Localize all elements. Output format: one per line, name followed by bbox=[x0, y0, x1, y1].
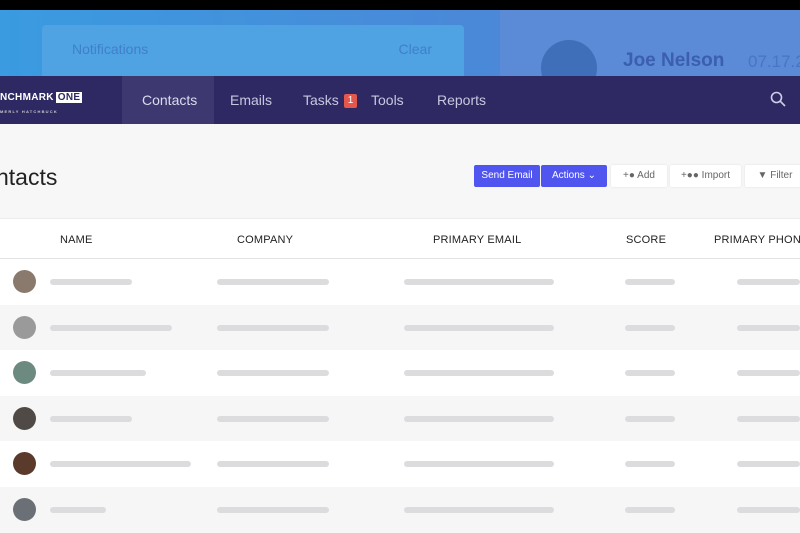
avatar bbox=[13, 315, 36, 339]
filter-icon: ▼ bbox=[757, 170, 768, 181]
table-row[interactable] bbox=[0, 304, 800, 350]
loading-placeholder-name bbox=[50, 279, 132, 285]
import-label: Import bbox=[701, 170, 731, 181]
user-date: 07.17.2 bbox=[748, 52, 800, 71]
notifications-panel: Notifications Clear bbox=[42, 25, 464, 76]
loading-placeholder-email bbox=[404, 324, 554, 331]
loading-placeholder-score bbox=[625, 370, 675, 376]
contacts-table: NAME COMPANY PRIMARY EMAIL SCORE PRIMARY… bbox=[0, 218, 800, 532]
loading-placeholder-score bbox=[625, 415, 675, 422]
avatar bbox=[13, 497, 36, 521]
loading-placeholder-company bbox=[217, 415, 329, 422]
loading-placeholder-name bbox=[50, 461, 191, 467]
logo-subtitle: MERLY HATCHBUCK bbox=[0, 109, 58, 114]
import-users-icon: +●● bbox=[680, 170, 699, 181]
loading-placeholder-name bbox=[50, 506, 106, 513]
table-row[interactable] bbox=[0, 486, 800, 532]
loading-placeholder-phone bbox=[737, 506, 800, 513]
user-name: Joe Nelson bbox=[623, 50, 725, 71]
logo[interactable]: NCHMARK ONE MERLY HATCHBUCK bbox=[0, 92, 83, 114]
loading-placeholder-phone bbox=[737, 279, 800, 285]
avatar bbox=[13, 270, 36, 293]
loading-placeholder-score bbox=[625, 279, 675, 285]
loading-placeholder-email bbox=[404, 279, 554, 285]
loading-placeholder-company bbox=[217, 506, 329, 513]
loading-placeholder-email bbox=[404, 506, 554, 513]
loading-placeholder-name bbox=[50, 370, 146, 376]
loading-placeholder-score bbox=[625, 506, 675, 513]
clear-button[interactable]: Clear bbox=[398, 41, 432, 57]
logo-badge: ONE bbox=[55, 92, 83, 103]
loading-placeholder-phone bbox=[737, 324, 800, 331]
table-row[interactable] bbox=[0, 259, 800, 305]
avatar bbox=[13, 406, 36, 430]
add-button[interactable]: +● Add bbox=[611, 165, 667, 187]
loading-placeholder-phone bbox=[737, 370, 800, 376]
import-button[interactable]: +●● Import bbox=[670, 165, 741, 187]
loading-placeholder-company bbox=[217, 279, 329, 285]
loading-placeholder-phone bbox=[737, 415, 800, 422]
nav-label: Reports bbox=[437, 92, 487, 108]
table-row[interactable] bbox=[0, 350, 800, 396]
loading-placeholder-name bbox=[50, 324, 172, 331]
top-strip bbox=[0, 0, 800, 10]
notifications-title: Notifications bbox=[72, 41, 149, 57]
loading-placeholder-score bbox=[625, 461, 675, 467]
search-icon[interactable] bbox=[770, 91, 786, 107]
filter-label: Filter bbox=[770, 170, 793, 181]
avatar bbox=[13, 452, 36, 475]
logo-text: NCHMARK bbox=[0, 92, 54, 103]
loading-placeholder-company bbox=[217, 370, 329, 376]
table-row[interactable] bbox=[0, 395, 800, 441]
column-phone[interactable]: PRIMARY PHONE bbox=[714, 234, 800, 246]
actions-label: Actions bbox=[552, 170, 585, 181]
add-label: Add bbox=[637, 170, 655, 181]
loading-placeholder-email bbox=[404, 370, 554, 376]
table-header: NAME COMPANY PRIMARY EMAIL SCORE PRIMARY… bbox=[0, 219, 800, 259]
column-company[interactable]: COMPANY bbox=[237, 234, 294, 246]
loading-placeholder-phone bbox=[737, 461, 800, 467]
table-row[interactable] bbox=[0, 441, 800, 487]
column-name[interactable]: NAME bbox=[60, 234, 93, 246]
page-title: ntacts bbox=[0, 164, 58, 190]
nav-reports[interactable]: Reports bbox=[437, 76, 486, 124]
nav-emails[interactable]: Emails bbox=[230, 76, 272, 124]
loading-placeholder-email bbox=[404, 415, 554, 422]
tasks-badge: 1 bbox=[343, 94, 358, 108]
nav-label: Tools bbox=[371, 92, 404, 108]
column-score[interactable]: SCORE bbox=[626, 234, 667, 246]
nav-contacts[interactable]: Contacts bbox=[122, 76, 214, 124]
loading-placeholder-email bbox=[404, 461, 554, 467]
actions-button[interactable]: Actions ⌄ bbox=[541, 165, 607, 187]
loading-placeholder-name bbox=[50, 415, 132, 422]
column-email[interactable]: PRIMARY EMAIL bbox=[433, 234, 522, 246]
nav-tasks[interactable]: Tasks 1 bbox=[303, 76, 358, 124]
avatar bbox=[13, 361, 36, 384]
filter-button[interactable]: ▼ Filter bbox=[745, 165, 800, 187]
chevron-down-icon: ⌄ bbox=[587, 170, 596, 181]
nav-label: Tasks bbox=[303, 92, 339, 108]
loading-placeholder-company bbox=[217, 324, 329, 331]
top-nav: NCHMARK ONE MERLY HATCHBUCK Contacts Emai… bbox=[0, 76, 800, 124]
loading-placeholder-company bbox=[217, 461, 329, 467]
add-user-icon: +● bbox=[623, 170, 635, 181]
nav-label: Emails bbox=[230, 92, 273, 108]
nav-tools[interactable]: Tools bbox=[371, 76, 404, 124]
nav-label: Contacts bbox=[142, 92, 198, 108]
send-email-button[interactable]: Send Email bbox=[474, 165, 540, 187]
loading-placeholder-score bbox=[625, 324, 675, 331]
